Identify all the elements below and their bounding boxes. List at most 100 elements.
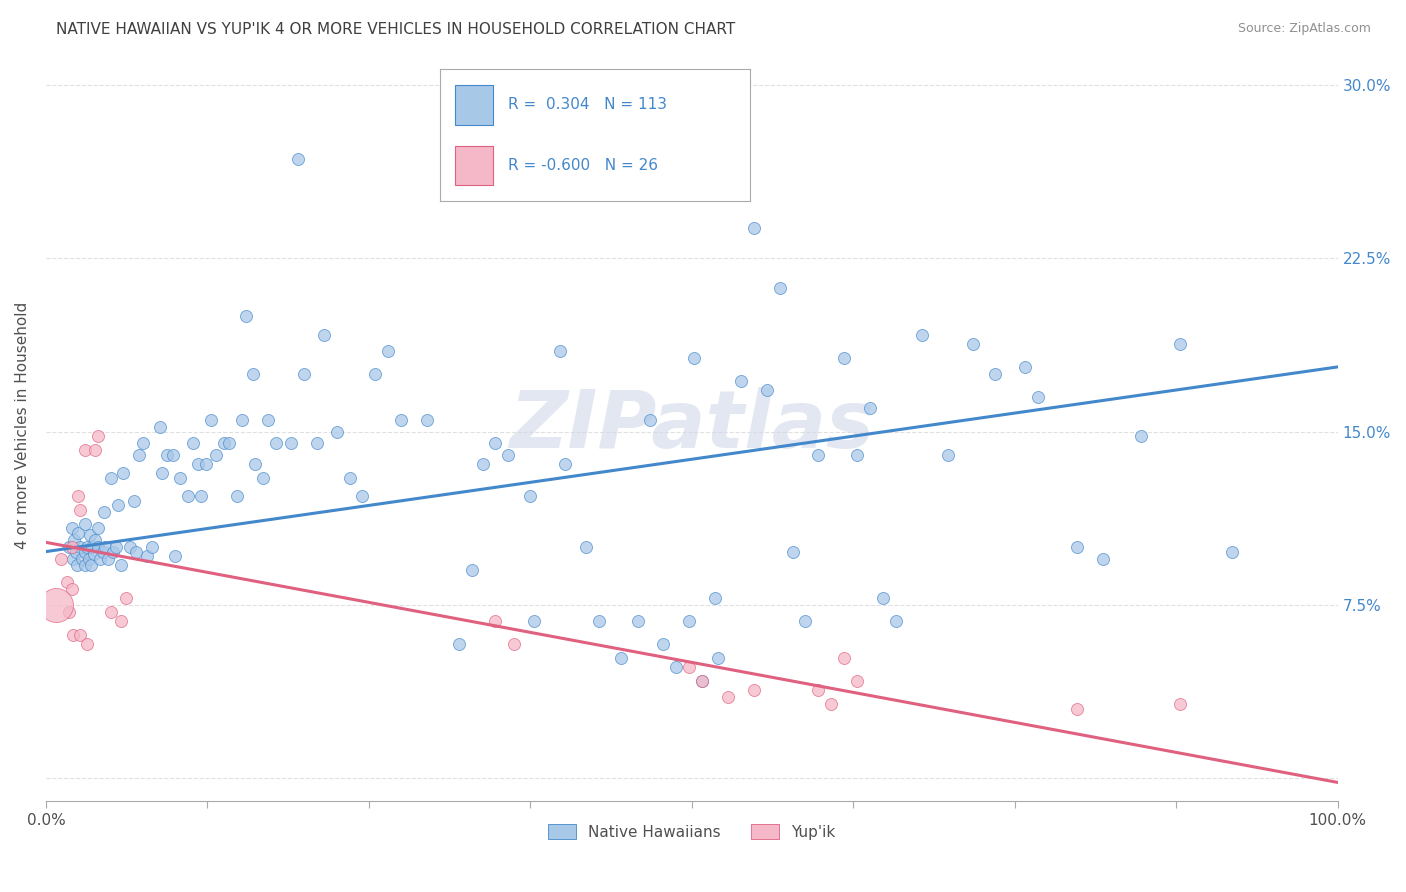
Point: [287, 152, 309, 166]
Point: [82, 540, 104, 554]
Point: [730, 374, 752, 388]
Point: [73, 516, 96, 531]
Point: [55, 574, 77, 589]
Point: [807, 448, 830, 462]
Point: [141, 540, 163, 554]
Point: [149, 420, 172, 434]
Point: [69, 628, 91, 642]
Point: [73, 558, 96, 573]
Point: [610, 650, 633, 665]
Point: [132, 436, 155, 450]
Point: [177, 489, 200, 503]
Point: [389, 413, 412, 427]
Point: [872, 591, 894, 605]
Point: [1168, 697, 1191, 711]
Point: [91, 544, 114, 558]
Point: [704, 591, 727, 605]
Point: [911, 327, 934, 342]
Point: [62, 628, 84, 642]
Point: [67, 526, 90, 541]
Text: NATIVE HAWAIIAN VS YUP'IK 4 OR MORE VEHICLES IN HOUSEHOLD CORRELATION CHART: NATIVE HAWAIIAN VS YUP'IK 4 OR MORE VEHI…: [56, 22, 735, 37]
Point: [678, 660, 700, 674]
Point: [60, 582, 83, 596]
Point: [807, 683, 830, 698]
Point: [94, 540, 117, 554]
Point: [187, 457, 209, 471]
Point: [364, 367, 387, 381]
Point: [125, 544, 148, 558]
Point: [936, 448, 959, 462]
Point: [86, 521, 108, 535]
Point: [416, 413, 439, 427]
Point: [89, 551, 111, 566]
Point: [1026, 390, 1049, 404]
Point: [626, 614, 648, 628]
Point: [69, 503, 91, 517]
Point: [706, 650, 728, 665]
Point: [264, 436, 287, 450]
Point: [77, 551, 100, 566]
Point: [575, 540, 598, 554]
Point: [769, 281, 792, 295]
Point: [67, 489, 90, 503]
Point: [69, 540, 91, 554]
Point: [717, 690, 740, 704]
Point: [640, 413, 662, 427]
Point: [257, 413, 280, 427]
Point: [794, 614, 817, 628]
Point: [471, 457, 494, 471]
Point: [307, 436, 329, 450]
Point: [1091, 551, 1114, 566]
Point: [200, 413, 222, 427]
Point: [60, 521, 83, 535]
Point: [312, 327, 335, 342]
Point: [76, 540, 98, 554]
Point: [832, 351, 855, 365]
Point: [782, 544, 804, 558]
Point: [112, 466, 135, 480]
Point: [252, 471, 274, 485]
Point: [150, 466, 173, 480]
Point: [86, 429, 108, 443]
Text: Source: ZipAtlas.com: Source: ZipAtlas.com: [1237, 22, 1371, 36]
Legend: Native Hawaiians, Yup'ik: Native Hawaiians, Yup'ik: [543, 818, 841, 846]
Point: [107, 499, 129, 513]
Point: [1168, 336, 1191, 351]
Point: [100, 605, 122, 619]
Point: [884, 614, 907, 628]
Point: [122, 493, 145, 508]
Point: [352, 489, 374, 503]
Point: [502, 637, 524, 651]
Point: [104, 540, 127, 554]
Point: [101, 544, 124, 558]
Point: [519, 489, 541, 503]
Point: [63, 533, 86, 547]
Point: [62, 551, 84, 566]
Point: [683, 351, 706, 365]
Point: [181, 436, 204, 450]
Point: [1066, 540, 1088, 554]
Point: [820, 697, 842, 711]
Point: [962, 336, 984, 351]
Point: [73, 544, 96, 558]
Point: [984, 367, 1007, 381]
Point: [135, 549, 157, 564]
Point: [678, 614, 700, 628]
Point: [66, 558, 89, 573]
Point: [339, 471, 361, 485]
Point: [652, 637, 675, 651]
Point: [162, 448, 184, 462]
Point: [115, 591, 138, 605]
Point: [80, 558, 103, 573]
Point: [292, 367, 315, 381]
Point: [195, 457, 218, 471]
Point: [51, 551, 73, 566]
Point: [226, 489, 249, 503]
Point: [58, 540, 80, 554]
Point: [218, 436, 240, 450]
Point: [325, 425, 347, 439]
Point: [755, 383, 778, 397]
Point: [45, 598, 67, 612]
Y-axis label: 4 or more Vehicles in Household: 4 or more Vehicles in Household: [15, 302, 30, 549]
Point: [58, 605, 80, 619]
